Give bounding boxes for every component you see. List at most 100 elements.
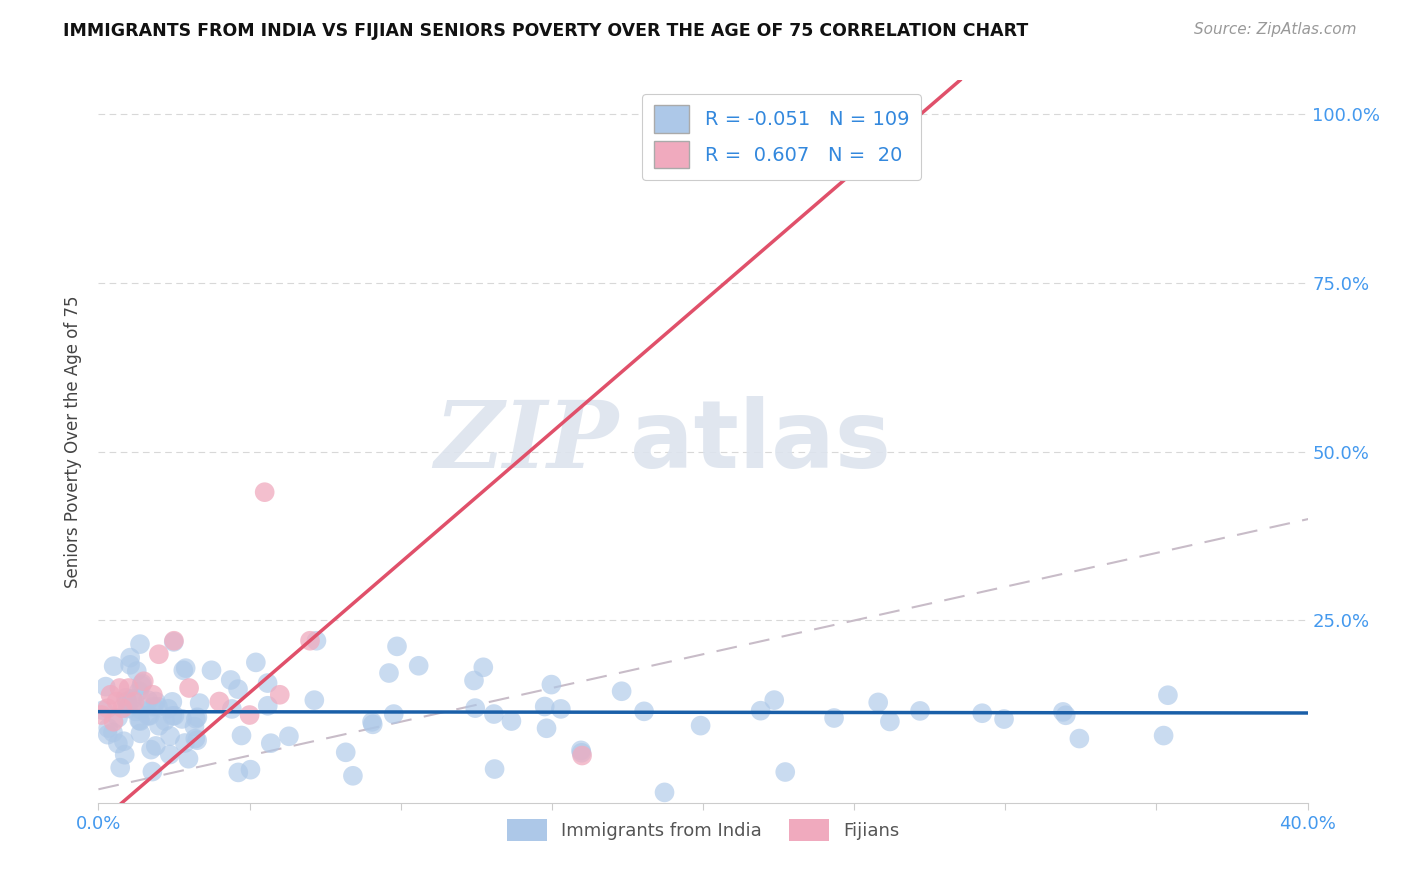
- Point: [108, 681, 131, 695]
- Point: [200, 663, 222, 677]
- Point: [879, 714, 901, 729]
- Point: [342, 769, 364, 783]
- Point: [105, 694, 128, 708]
- Point: [361, 717, 384, 731]
- Point: [172, 663, 194, 677]
- Point: [335, 745, 357, 759]
- Point: [188, 696, 211, 710]
- Point: [107, 737, 129, 751]
- Point: [277, 729, 299, 743]
- Point: [132, 674, 155, 689]
- Point: [823, 711, 845, 725]
- Point: [1069, 731, 1091, 746]
- Point: [121, 691, 143, 706]
- Point: [97, 721, 120, 735]
- Point: [142, 688, 165, 702]
- Point: [633, 704, 655, 718]
- Point: [117, 694, 139, 708]
- Point: [463, 673, 485, 688]
- Legend: Immigrants from India, Fijians: Immigrants from India, Fijians: [499, 812, 907, 848]
- Point: [571, 748, 593, 763]
- Point: [145, 739, 167, 753]
- Point: [177, 752, 200, 766]
- Point: [129, 726, 152, 740]
- Point: [114, 747, 136, 762]
- Point: [146, 699, 169, 714]
- Point: [868, 695, 890, 709]
- Point: [163, 635, 186, 649]
- Text: IMMIGRANTS FROM INDIA VS FIJIAN SENIORS POVERTY OVER THE AGE OF 75 CORRELATION C: IMMIGRANTS FROM INDIA VS FIJIAN SENIORS …: [63, 22, 1029, 40]
- Point: [260, 736, 283, 750]
- Point: [208, 694, 231, 708]
- Point: [226, 765, 249, 780]
- Point: [139, 742, 162, 756]
- Point: [117, 701, 139, 715]
- Point: [120, 650, 142, 665]
- Point: [361, 714, 384, 729]
- Point: [153, 714, 176, 728]
- Point: [239, 708, 262, 723]
- Point: [299, 633, 322, 648]
- Point: [128, 714, 150, 728]
- Point: [749, 704, 772, 718]
- Point: [993, 712, 1015, 726]
- Point: [385, 640, 408, 654]
- Point: [184, 731, 207, 746]
- Point: [115, 695, 138, 709]
- Point: [90, 708, 112, 723]
- Point: [654, 785, 676, 799]
- Point: [141, 764, 163, 779]
- Point: [239, 763, 262, 777]
- Point: [501, 714, 523, 728]
- Point: [162, 695, 184, 709]
- Point: [91, 703, 114, 717]
- Point: [464, 701, 486, 715]
- Point: [305, 633, 328, 648]
- Point: [610, 684, 633, 698]
- Text: atlas: atlas: [630, 395, 891, 488]
- Point: [163, 633, 186, 648]
- Point: [163, 708, 186, 723]
- Point: [763, 693, 786, 707]
- Point: [148, 647, 170, 661]
- Point: [129, 703, 152, 717]
- Point: [136, 708, 159, 723]
- Point: [184, 712, 207, 726]
- Point: [118, 681, 141, 695]
- Point: [689, 718, 711, 732]
- Point: [533, 699, 555, 714]
- Point: [378, 666, 401, 681]
- Point: [482, 706, 505, 721]
- Point: [773, 764, 796, 779]
- Point: [94, 680, 117, 694]
- Point: [256, 698, 278, 713]
- Point: [157, 702, 180, 716]
- Point: [136, 693, 159, 707]
- Text: Source: ZipAtlas.com: Source: ZipAtlas.com: [1194, 22, 1357, 37]
- Y-axis label: Seniors Poverty Over the Age of 75: Seniors Poverty Over the Age of 75: [65, 295, 83, 588]
- Point: [571, 746, 593, 760]
- Point: [148, 719, 170, 733]
- Point: [112, 734, 135, 748]
- Point: [108, 761, 131, 775]
- Point: [101, 725, 124, 739]
- Point: [162, 709, 184, 723]
- Point: [103, 659, 125, 673]
- Point: [1052, 705, 1074, 719]
- Point: [245, 656, 267, 670]
- Point: [569, 743, 592, 757]
- Point: [142, 699, 165, 714]
- Point: [170, 712, 193, 726]
- Point: [103, 714, 125, 729]
- Point: [231, 729, 253, 743]
- Point: [174, 661, 197, 675]
- Point: [139, 708, 162, 723]
- Point: [253, 485, 276, 500]
- Point: [382, 707, 405, 722]
- Point: [226, 682, 249, 697]
- Point: [128, 684, 150, 698]
- Point: [173, 736, 195, 750]
- Point: [408, 658, 430, 673]
- Point: [550, 702, 572, 716]
- Point: [100, 688, 122, 702]
